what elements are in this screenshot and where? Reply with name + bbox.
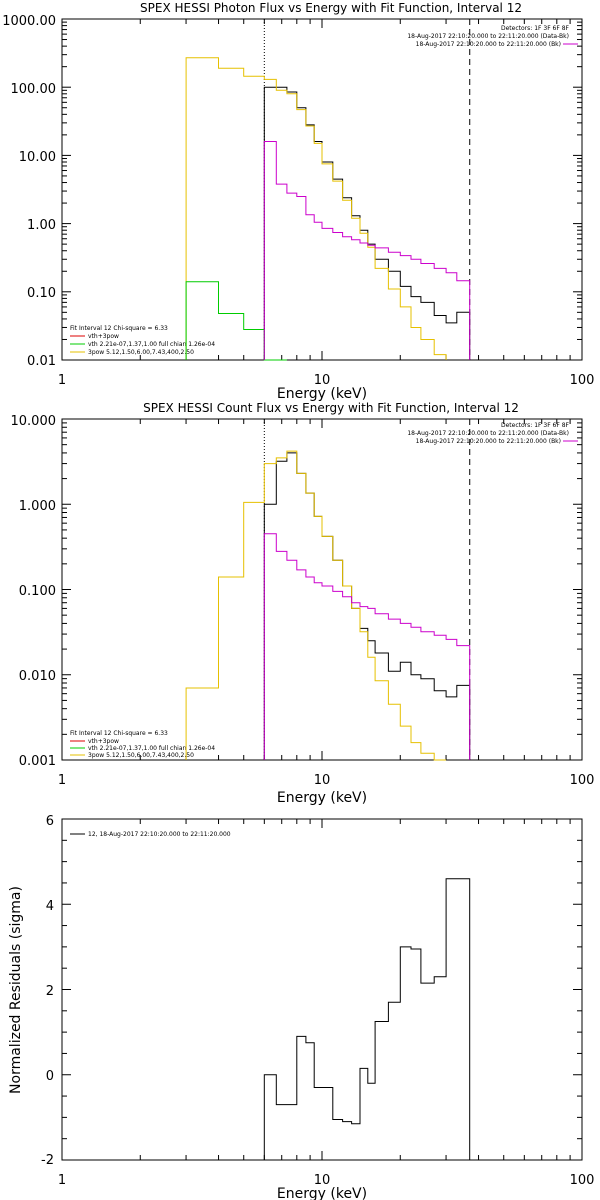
count-axis-ticks bbox=[61, 418, 583, 761]
x-tick-label: 100 bbox=[570, 373, 595, 388]
photon-flux-panel: SPEX HESSI Photon Flux vs Energy with Fi… bbox=[2, 1, 594, 402]
bk-interval-label: 18-Aug-2017 22:10:20.000 to 22:11:20.000… bbox=[416, 41, 561, 48]
y-tick-label: 0.10 bbox=[27, 286, 56, 301]
x-tick-label: 100 bbox=[570, 1173, 595, 1188]
photon-series-line bbox=[185, 281, 287, 361]
x-axis-label: Energy (keV) bbox=[277, 790, 367, 806]
fit-legend-item: vth 2.21e-07,1.37,1.00 full chian 1.26e-… bbox=[88, 745, 215, 752]
residuals-panel: -2 0 2 4 6 1 10 100 Energy (keV) Normali… bbox=[8, 814, 594, 1200]
fit-legend-header: Fit Interval 12 Chi-square = 6.33 bbox=[70, 730, 168, 737]
x-tick-label: 100 bbox=[570, 773, 595, 788]
residuals-plot-frame bbox=[61, 818, 583, 1161]
y-tick-label: 1.00 bbox=[27, 218, 56, 233]
bk-interval-label: 18-Aug-2017 22:10:20.000 to 22:11:20.000… bbox=[416, 438, 561, 445]
count-flux-plot-frame bbox=[61, 418, 583, 761]
fit-legend-item: vth+3pow bbox=[88, 333, 119, 340]
photon-series-line bbox=[263, 86, 471, 360]
x-tick-label: 10 bbox=[314, 373, 331, 388]
y-tick-label: 10.000 bbox=[11, 414, 57, 429]
y-tick-label: 4 bbox=[46, 899, 54, 914]
count-flux-title: SPEX HESSI Count Flux vs Energy with Fit… bbox=[143, 401, 519, 415]
data-interval-label: 18-Aug-2017 22:10:20.000 to 22:11:20.000… bbox=[407, 430, 569, 437]
x-tick-label: 10 bbox=[314, 1173, 331, 1188]
photon-series-line bbox=[185, 57, 447, 360]
fit-legend-item: vth+3pow bbox=[88, 738, 119, 745]
y-tick-label: 0.100 bbox=[19, 584, 56, 599]
y-tick-label: -2 bbox=[41, 1153, 54, 1168]
count-flux-panel: SPEX HESSI Count Flux vs Energy with Fit… bbox=[11, 401, 595, 806]
y-axis-label: Normalized Residuals (sigma) bbox=[8, 886, 24, 1094]
x-axis-label: Energy (keV) bbox=[277, 386, 367, 402]
residuals-series-line bbox=[263, 878, 471, 1160]
fit-legend-item: vth 2.21e-07,1.37,1.00 full chian 1.26e-… bbox=[88, 341, 215, 348]
y-tick-label: 1.000 bbox=[19, 499, 56, 514]
chart-marks bbox=[61, 18, 583, 1161]
y-tick-label: 0.01 bbox=[27, 354, 56, 369]
y-tick-label: 10.00 bbox=[19, 150, 56, 165]
fit-legend-header: Fit Interval 12 Chi-square = 6.33 bbox=[70, 325, 168, 332]
y-tick-label: 1000.00 bbox=[2, 14, 56, 29]
photon-flux-title: SPEX HESSI Photon Flux vs Energy with Fi… bbox=[140, 1, 522, 15]
x-tick-label: 1 bbox=[58, 373, 66, 388]
count-series-line bbox=[185, 450, 447, 761]
residuals-legend-label: 12, 18-Aug-2017 22:10:20.000 to 22:11:20… bbox=[88, 831, 231, 838]
fit-legend-item: 3pow 5.12,1.50,6.00,7.43,400,2.50 bbox=[88, 349, 194, 356]
y-tick-label: 0.010 bbox=[19, 669, 56, 684]
residuals-axis-ticks bbox=[61, 818, 583, 1161]
fit-legend-item: 3pow 5.12,1.50,6.00,7.43,400,2.50 bbox=[88, 752, 194, 759]
count-series-line bbox=[263, 533, 471, 760]
photon-flux-plot-frame bbox=[61, 18, 583, 361]
y-tick-label: 0.001 bbox=[19, 754, 56, 769]
photon-series-line bbox=[263, 141, 471, 360]
photon-axis-ticks bbox=[61, 18, 583, 361]
y-tick-label: 0 bbox=[46, 1069, 54, 1084]
data-interval-label: 18-Aug-2017 22:10:20.000 to 22:11:20.000… bbox=[407, 33, 569, 40]
y-tick-label: 100.00 bbox=[11, 82, 57, 97]
x-tick-label: 1 bbox=[58, 1173, 66, 1188]
y-tick-label: 2 bbox=[46, 984, 54, 999]
x-tick-label: 1 bbox=[58, 773, 66, 788]
detectors-label: Detectors: 1F 3F 6F 8F bbox=[501, 422, 570, 429]
x-axis-label: Energy (keV) bbox=[277, 1186, 367, 1200]
y-tick-label: 6 bbox=[46, 814, 54, 829]
x-tick-label: 10 bbox=[314, 773, 331, 788]
detectors-label: Detectors: 1F 3F 6F 8F bbox=[501, 25, 570, 32]
